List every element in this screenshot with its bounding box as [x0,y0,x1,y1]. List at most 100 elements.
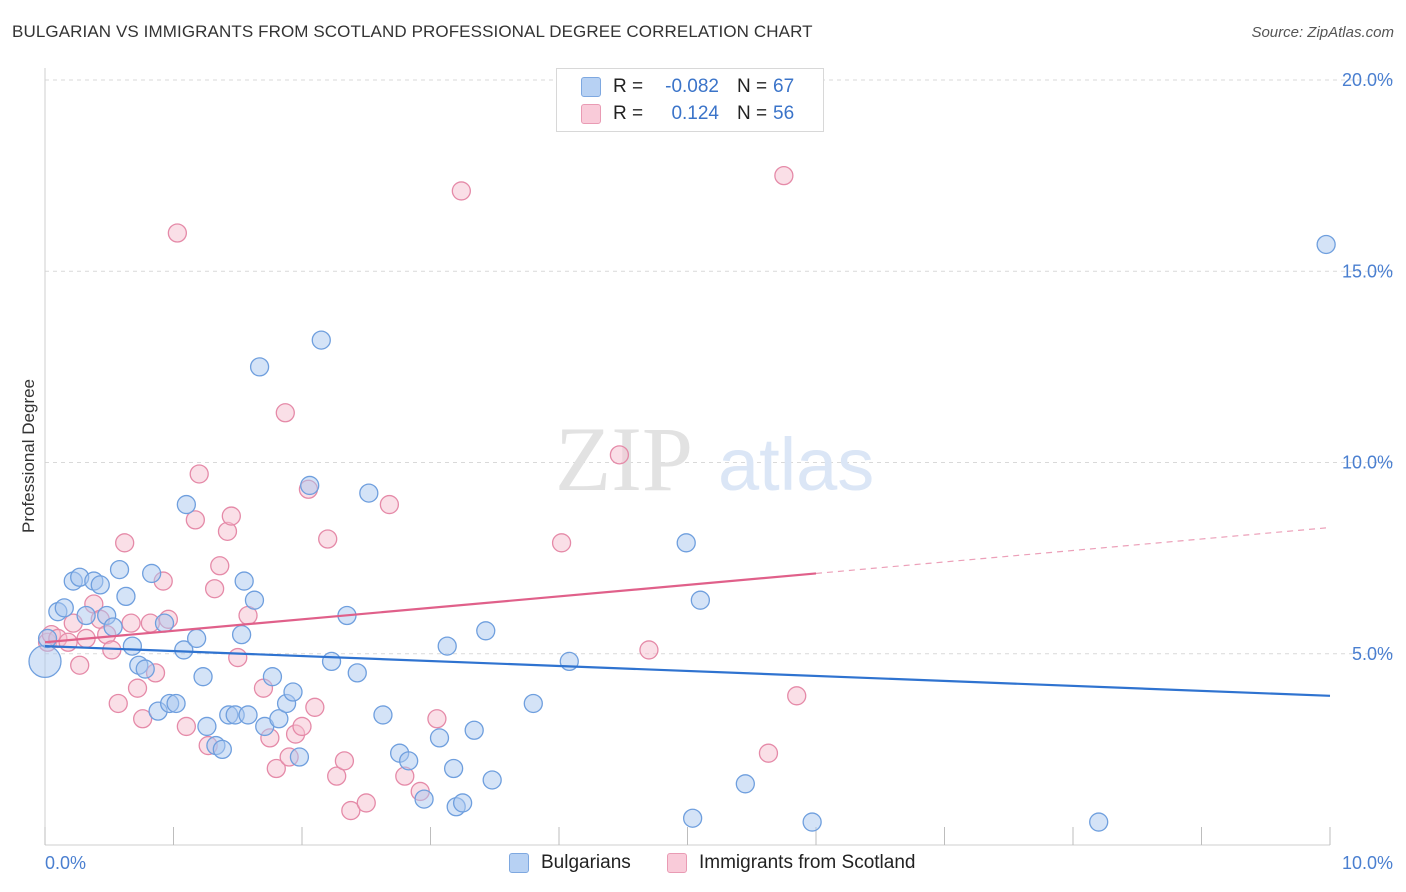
data-point [228,647,248,668]
n-value: 56 [773,103,795,124]
legend-row-bulgarians: R = -0.082 N = 67 [581,74,794,100]
data-point [193,667,213,687]
legend-item-bulgarians[interactable]: Bulgarians [509,852,631,874]
data-point [176,494,197,515]
data-point [176,716,197,737]
data-point [359,483,379,503]
data-point [414,789,434,809]
data-point [321,651,342,672]
data-point [212,739,232,760]
data-point [802,812,822,832]
data-point [108,693,128,714]
y-tick-label: 15.0% [1342,261,1393,281]
n-label: N = [737,103,768,124]
legend-row-scotland: R = 0.124 N = 56 [581,101,794,127]
data-point [269,709,289,729]
data-point [133,709,153,729]
data-point [289,747,310,767]
n-value: 67 [773,76,795,97]
data-point [70,655,90,675]
data-point [609,445,630,465]
data-point [787,686,807,706]
legend-label: Immigrants from Scotland [699,852,916,873]
data-point [327,766,347,786]
data-point [262,667,283,687]
y-tick-label: 10.0% [1342,453,1393,473]
r-value: 0.124 [671,103,719,124]
data-point [1316,234,1336,255]
chart-title: BULGARIAN VS IMMIGRANTS FROM SCOTLAND PR… [12,22,813,41]
data-point [399,751,419,771]
data-point [437,636,457,656]
legend-item-immigrants-from-scotland[interactable]: Immigrants from Scotland [667,852,915,874]
series-bulgarians [28,234,1336,832]
data-point [127,678,148,698]
watermark-atlas: atlas [718,423,874,506]
data-point [523,693,543,714]
data-point [305,697,325,717]
data-point [476,621,496,641]
data-point [244,590,265,610]
data-point [676,533,696,553]
legend-label: Bulgarians [541,852,631,873]
pink-swatch-icon [581,104,601,124]
data-point [266,758,286,779]
y-tick-labels: 5.0% 10.0% 15.0% 20.0% [1342,70,1393,664]
data-point [90,575,110,595]
x-tick-label: 10.0% [1342,853,1393,873]
data-point [283,682,303,702]
data-point [690,590,710,610]
data-point [464,720,484,740]
trend-line-scotland-extension [815,526,1331,575]
n-label: N = [737,76,768,97]
data-point [735,774,755,794]
data-point [443,758,464,779]
data-point [154,613,175,633]
data-point [231,624,252,645]
r-value: -0.082 [665,76,719,97]
blue-swatch-icon [581,77,601,97]
data-point [427,709,447,729]
data-point [186,628,207,649]
watermark: ZIP atlas [555,408,874,510]
data-point [482,770,502,790]
data-point [142,563,162,584]
data-point [238,705,258,725]
data-point [58,632,78,652]
y-tick-label: 5.0% [1352,644,1393,664]
data-point [174,640,194,660]
data-point [347,663,367,683]
correlation-legend: R = -0.082 N = 67 R = 0.124 N = 56 [556,68,824,132]
data-point [451,181,471,201]
data-point [379,494,400,515]
r-label: R = [613,103,644,124]
data-point [221,506,241,526]
data-point [109,559,130,580]
data-point [54,598,74,618]
blue-swatch-icon [509,853,529,873]
data-point [76,605,96,626]
series-legend: Bulgarians Immigrants from Scotland [0,852,1406,878]
data-point [311,330,331,350]
data-point [292,716,312,737]
source-label: Source: ZipAtlas.com [1251,24,1394,41]
data-point [318,529,338,549]
data-point [639,640,659,660]
data-point [37,628,58,649]
data-point [135,659,155,679]
pink-swatch-icon [667,853,687,873]
data-point [758,743,779,763]
data-point [1089,812,1109,832]
data-point [452,793,473,813]
data-point [103,617,123,637]
x-tick-label: 0.0% [45,853,86,873]
data-point [774,165,794,186]
data-point [551,533,572,553]
y-axis-label: Professional Degree [19,379,38,533]
data-point [234,571,254,591]
data-point [300,475,320,496]
data-point [249,357,270,377]
trend-lines [44,526,1331,697]
data-point [341,800,361,821]
